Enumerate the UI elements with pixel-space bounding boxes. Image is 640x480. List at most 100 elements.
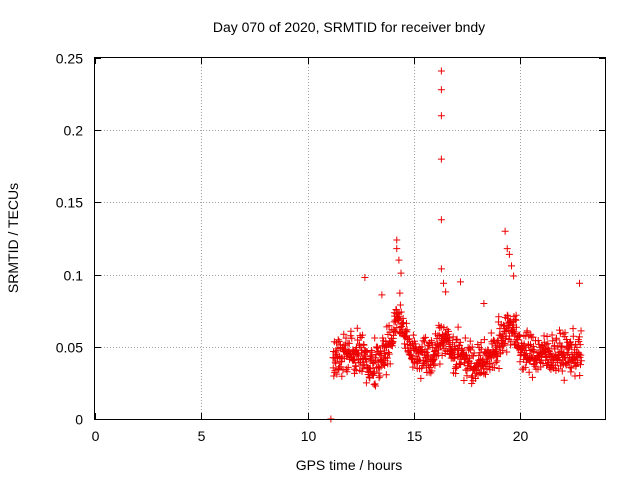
data-point <box>543 332 551 340</box>
data-point <box>422 357 430 365</box>
data-point <box>560 376 568 384</box>
data-point <box>540 332 548 340</box>
data-point <box>395 313 403 321</box>
data-point <box>495 365 503 373</box>
data-point <box>495 313 503 321</box>
data-point <box>469 352 477 360</box>
data-point <box>451 354 459 362</box>
data-point <box>359 361 367 369</box>
data-point <box>510 328 518 336</box>
data-point <box>499 346 507 354</box>
data-point <box>457 361 465 369</box>
data-point <box>568 341 576 349</box>
data-point <box>477 339 485 347</box>
data-point <box>507 337 515 345</box>
data-point <box>335 337 343 345</box>
data-point <box>576 279 583 287</box>
data-point <box>487 360 495 368</box>
data-point <box>385 322 393 330</box>
data-point <box>371 334 379 342</box>
data-point <box>385 350 393 358</box>
data-point <box>362 348 370 356</box>
data-point <box>481 370 489 378</box>
data-point <box>386 360 394 368</box>
data-point <box>422 333 430 341</box>
data-point <box>430 356 438 364</box>
y-tick-label: 0.2 <box>64 123 84 139</box>
data-point <box>420 334 428 342</box>
data-point <box>569 332 577 340</box>
data-point <box>561 329 569 337</box>
data-point <box>402 319 410 327</box>
data-point <box>472 374 480 382</box>
data-point <box>345 339 353 347</box>
y-tick-label: 0.25 <box>56 51 83 67</box>
data-point <box>402 332 410 340</box>
data-point <box>457 278 464 286</box>
data-point <box>354 336 362 344</box>
data-point <box>545 348 553 356</box>
data-point <box>376 372 384 380</box>
data-point <box>396 289 404 297</box>
data-point <box>437 86 445 94</box>
data-point <box>332 359 340 367</box>
data-point <box>552 334 560 342</box>
data-point <box>385 349 393 357</box>
data-point <box>409 363 417 371</box>
data-point <box>567 364 575 372</box>
data-point <box>467 373 475 381</box>
data-point <box>353 324 361 332</box>
data-point <box>512 311 520 319</box>
data-point <box>575 350 583 358</box>
data-point <box>480 299 488 307</box>
data-point <box>437 216 445 224</box>
data-point <box>351 362 359 370</box>
data-point <box>370 368 378 376</box>
data-point <box>523 327 531 335</box>
x-tick-label: 5 <box>198 428 206 444</box>
data-point <box>420 338 428 346</box>
data-point <box>350 356 358 364</box>
chart-title: Day 070 of 2020, SRMTID for receiver bnd… <box>213 19 485 35</box>
data-point <box>437 265 445 273</box>
data-point <box>460 376 468 384</box>
y-axis-label: SRMTID / TECUs <box>5 183 21 293</box>
y-tick-label: 0.1 <box>64 268 84 284</box>
data-point <box>437 155 445 163</box>
data-point <box>567 368 575 376</box>
data-point <box>530 346 538 354</box>
data-point <box>510 272 518 280</box>
data-point <box>467 346 475 354</box>
data-point <box>370 371 378 379</box>
data-point <box>453 335 461 343</box>
data-point <box>521 363 529 371</box>
data-point <box>512 323 520 331</box>
data-point <box>492 358 500 366</box>
data-point <box>511 329 519 337</box>
data-point <box>449 339 457 347</box>
data-point <box>573 359 581 367</box>
data-point <box>577 351 585 359</box>
data-point <box>456 338 464 346</box>
data-point <box>349 357 357 365</box>
x-tick-label: 10 <box>301 428 317 444</box>
data-point <box>393 245 401 253</box>
data-point <box>558 367 566 375</box>
data-point <box>466 337 474 345</box>
data-point <box>480 336 488 344</box>
data-point <box>549 337 557 345</box>
data-point <box>501 227 509 235</box>
data-point <box>493 357 501 365</box>
data-point <box>381 362 389 370</box>
data-point <box>347 327 355 335</box>
data-point <box>380 350 388 358</box>
data-point <box>395 316 403 324</box>
data-point <box>372 382 380 390</box>
data-point <box>534 336 542 344</box>
data-point <box>344 363 352 371</box>
data-point <box>577 357 585 365</box>
data-point <box>437 67 445 75</box>
data-point <box>546 349 554 357</box>
data-point <box>348 334 356 342</box>
